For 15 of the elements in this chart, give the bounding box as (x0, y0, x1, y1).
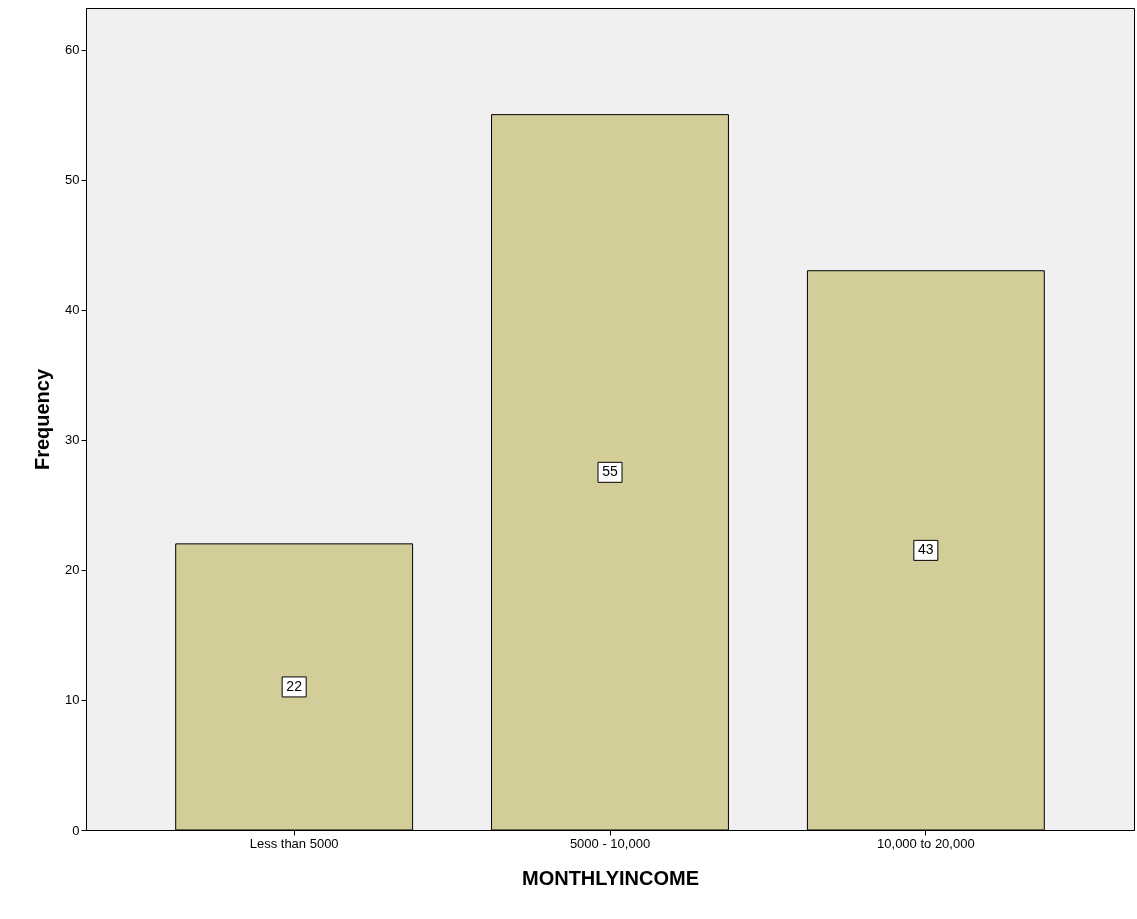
y-axis-title: Frequency (31, 368, 54, 471)
data-label: 22 (286, 677, 303, 694)
y-tick-label: 60 (65, 42, 80, 58)
y-tick-label: 0 (72, 822, 80, 838)
x-tick-label: 10,000 to 20,000 (877, 835, 975, 851)
y-tick-label: 30 (65, 432, 80, 448)
data-label: 43 (918, 541, 934, 558)
y-tick-label: 50 (65, 172, 80, 188)
y-tick-label: 40 (65, 302, 80, 318)
x-axis-title: MONTHLYINCOME (521, 866, 700, 889)
y-tick-label: 10 (65, 692, 80, 708)
x-tick-label: Less than 5000 (249, 835, 339, 851)
y-tick-label: 20 (65, 562, 80, 578)
data-label: 55 (602, 463, 618, 480)
x-tick-label: 5000 - 10,000 (569, 835, 651, 851)
